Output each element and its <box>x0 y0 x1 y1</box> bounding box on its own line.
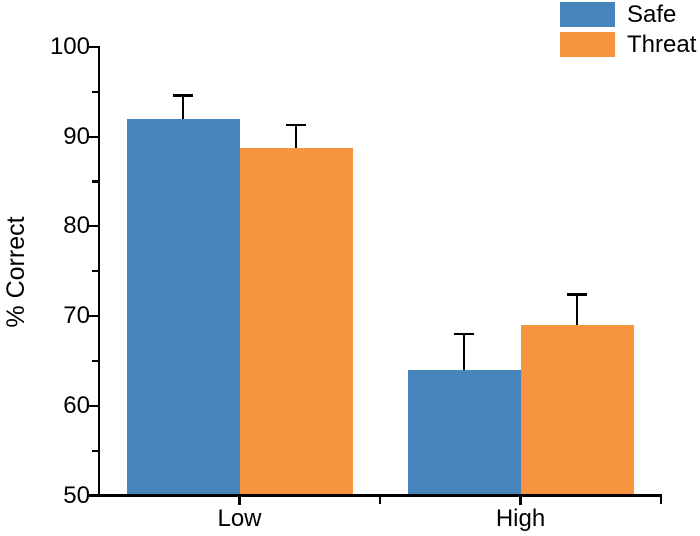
legend-label-threat: Threat <box>627 31 697 58</box>
y-minor-tick <box>91 180 98 183</box>
bar-low-safe <box>126 118 240 496</box>
y-major-tick <box>88 225 98 228</box>
error-bar-cap-low-threat <box>286 123 306 127</box>
y-tick-label: 90 <box>63 122 90 150</box>
x-boundary-tick <box>378 496 382 504</box>
y-major-tick <box>88 135 98 138</box>
error-bar-cap-high-safe <box>454 332 474 336</box>
y-axis-line <box>97 45 101 497</box>
y-major-tick <box>88 315 98 318</box>
legend-item-safe: Safe <box>560 2 696 27</box>
legend-swatch-threat <box>560 32 615 57</box>
legend-swatch-safe <box>560 2 615 27</box>
x-axis-line <box>97 494 663 497</box>
category-label-low: Low <box>217 504 262 532</box>
category-label-high: High <box>495 504 546 532</box>
x-tick-low <box>238 496 241 505</box>
y-minor-tick <box>91 270 98 273</box>
x-tick-high <box>519 496 522 505</box>
y-tick-label: 60 <box>63 391 90 419</box>
y-tick-label: 50 <box>63 481 90 509</box>
error-bar-line-low-safe <box>181 95 185 119</box>
error-bar-cap-low-safe <box>173 94 193 97</box>
legend-label-safe: Safe <box>627 1 677 28</box>
error-bar-line-high-safe <box>462 334 466 370</box>
y-axis-title: % Correct <box>2 216 30 328</box>
y-tick-label: 70 <box>63 302 90 330</box>
legend: Safe Threat <box>560 2 696 62</box>
x-boundary-tick <box>659 496 663 504</box>
y-major-tick <box>88 494 98 497</box>
error-bar-cap-high-threat <box>567 293 587 296</box>
bar-high-safe <box>407 369 521 496</box>
bar-low-threat <box>239 148 353 496</box>
y-tick-label: 80 <box>63 212 90 240</box>
y-major-tick <box>88 404 98 407</box>
bar-high-threat <box>520 325 634 496</box>
legend-item-threat: Threat <box>560 32 696 57</box>
y-tick-label: 100 <box>49 33 90 60</box>
error-bar-line-low-threat <box>294 125 298 149</box>
y-major-tick <box>88 45 98 49</box>
y-minor-tick <box>91 90 98 93</box>
error-bar-line-high-threat <box>575 294 579 326</box>
y-minor-tick <box>91 449 98 452</box>
y-minor-tick <box>91 359 98 363</box>
